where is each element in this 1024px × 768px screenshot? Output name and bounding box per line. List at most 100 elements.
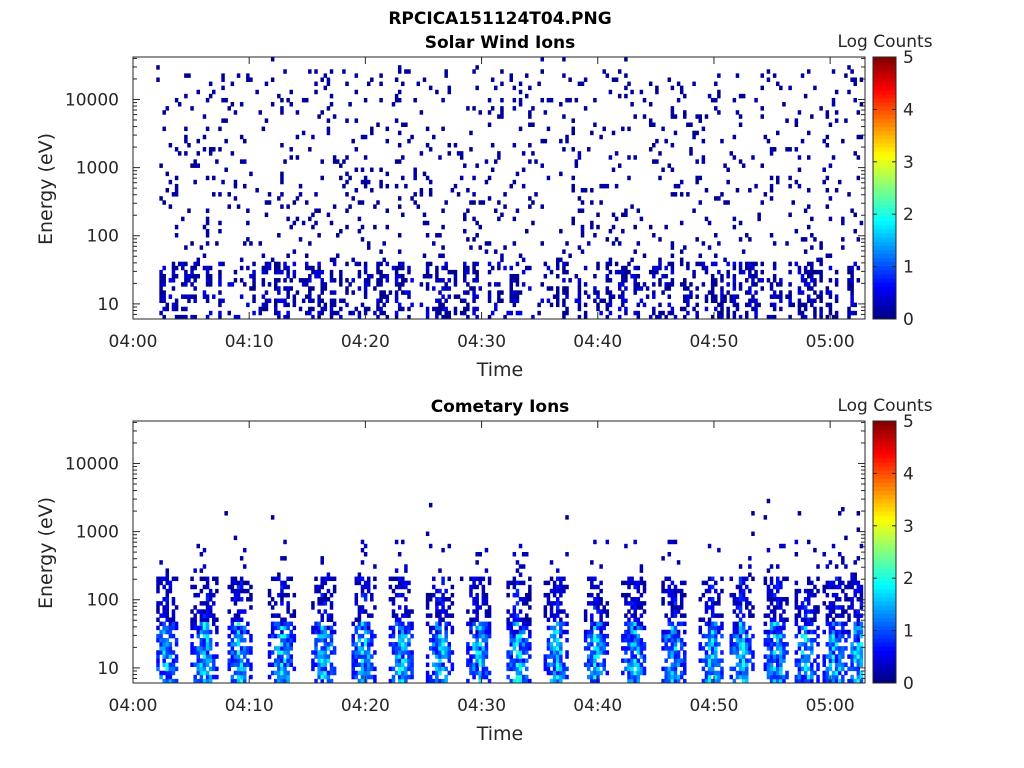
- heatmap-cell: [208, 151, 213, 156]
- heatmap-cell: [171, 278, 176, 283]
- heatmap-cell: [422, 253, 427, 258]
- heatmap-cell: [286, 310, 290, 316]
- heatmap-cell: [800, 314, 805, 320]
- heatmap-cell: [788, 314, 792, 320]
- heatmap-cell: [549, 97, 554, 103]
- heatmap-cell: [701, 658, 706, 663]
- heatmap-cell: [766, 629, 771, 635]
- heatmap-cell: [751, 662, 755, 668]
- heatmap-cell: [193, 646, 197, 651]
- heatmap-cell: [779, 633, 783, 639]
- heatmap-cell: [673, 588, 678, 594]
- heatmap-cell: [806, 224, 811, 230]
- heatmap-cell: [714, 298, 718, 304]
- heatmap-cell: [850, 654, 854, 659]
- heatmap-cell: [608, 228, 613, 234]
- heatmap-cell: [552, 617, 557, 622]
- heatmap-cell: [370, 637, 374, 643]
- heatmap-cell: [382, 302, 386, 308]
- heatmap-cell: [769, 670, 774, 676]
- heatmap-cell: [528, 265, 532, 271]
- heatmap-cell: [394, 642, 399, 647]
- y-tick-label: 1000: [76, 159, 119, 179]
- heatmap-cell: [559, 678, 563, 684]
- heatmap-cell: [531, 314, 535, 320]
- heatmap-cell: [540, 57, 544, 62]
- heatmap-cell: [825, 564, 830, 569]
- heatmap-cell: [555, 584, 560, 590]
- heatmap-cell: [273, 265, 278, 271]
- heatmap-cell: [190, 617, 194, 622]
- heatmap-cell: [803, 278, 808, 283]
- heatmap-cell: [354, 576, 359, 582]
- heatmap-cell: [602, 658, 606, 663]
- heatmap-cell: [834, 110, 839, 115]
- heatmap-cell: [686, 122, 690, 127]
- heatmap-cell: [379, 278, 383, 283]
- heatmap-cell: [602, 662, 606, 668]
- heatmap-cell: [605, 642, 610, 647]
- heatmap-cell: [683, 306, 687, 312]
- heatmap-cell: [695, 286, 699, 291]
- heatmap-cell: [159, 298, 163, 304]
- heatmap-cell: [351, 674, 355, 680]
- heatmap-cell: [311, 286, 315, 291]
- heatmap-cell: [342, 159, 346, 164]
- heatmap-cell: [810, 670, 814, 676]
- heatmap-cell: [822, 654, 826, 659]
- heatmap-cell: [218, 298, 222, 304]
- heatmap-cell: [859, 543, 864, 549]
- heatmap-cell: [388, 597, 393, 602]
- heatmap-cell: [202, 642, 207, 647]
- heatmap-cell: [627, 621, 631, 627]
- heatmap-cell: [816, 674, 820, 680]
- heatmap-cell: [769, 282, 774, 287]
- heatmap-cell: [475, 613, 479, 618]
- heatmap-cell: [280, 592, 284, 598]
- heatmap-cell: [208, 654, 213, 659]
- heatmap-cell: [741, 269, 746, 275]
- heatmap-cell: [509, 290, 513, 295]
- heatmap-cell: [837, 654, 842, 659]
- heatmap-cell: [810, 588, 814, 594]
- heatmap-cell: [317, 302, 321, 308]
- heatmap-cell: [441, 662, 445, 668]
- heatmap-cell: [363, 658, 368, 663]
- heatmap-cell: [193, 617, 197, 622]
- heatmap-cell: [438, 642, 442, 647]
- x-axis-label-cometary: Time: [476, 723, 524, 745]
- heatmap-cell: [478, 658, 483, 663]
- heatmap-cell: [602, 650, 606, 655]
- heatmap-cell: [280, 110, 284, 115]
- heatmap-cell: [435, 278, 439, 283]
- heatmap-cell: [555, 294, 560, 299]
- heatmap-cell: [190, 625, 194, 631]
- heatmap-cell: [466, 646, 470, 651]
- heatmap-cell: [834, 282, 839, 287]
- heatmap-cell: [243, 662, 247, 668]
- heatmap-cell: [453, 310, 458, 316]
- heatmap-cell: [661, 273, 665, 279]
- heatmap-cell: [664, 678, 668, 684]
- heatmap-cell: [190, 584, 194, 590]
- heatmap-cell: [769, 175, 774, 181]
- heatmap-cell: [261, 269, 266, 275]
- heatmap-cell: [766, 588, 771, 594]
- heatmap-cell: [673, 658, 678, 663]
- heatmap-cell: [586, 592, 591, 598]
- heatmap-cell: [636, 646, 641, 651]
- heatmap-cell: [404, 69, 408, 74]
- heatmap-cell: [850, 273, 854, 279]
- heatmap-cell: [407, 314, 411, 320]
- heatmap-cell: [627, 580, 631, 586]
- heatmap-cell: [717, 592, 721, 598]
- heatmap-cell: [277, 196, 281, 201]
- heatmap-cell: [236, 642, 241, 647]
- heatmap-cell: [422, 77, 427, 82]
- heatmap-cell: [311, 298, 315, 304]
- y-axis-label-solar-wind: Energy (eV): [35, 133, 57, 245]
- heatmap-cell: [729, 151, 734, 156]
- heatmap-cell: [586, 674, 591, 680]
- heatmap-cell: [385, 138, 390, 144]
- heatmap-cell: [397, 674, 402, 680]
